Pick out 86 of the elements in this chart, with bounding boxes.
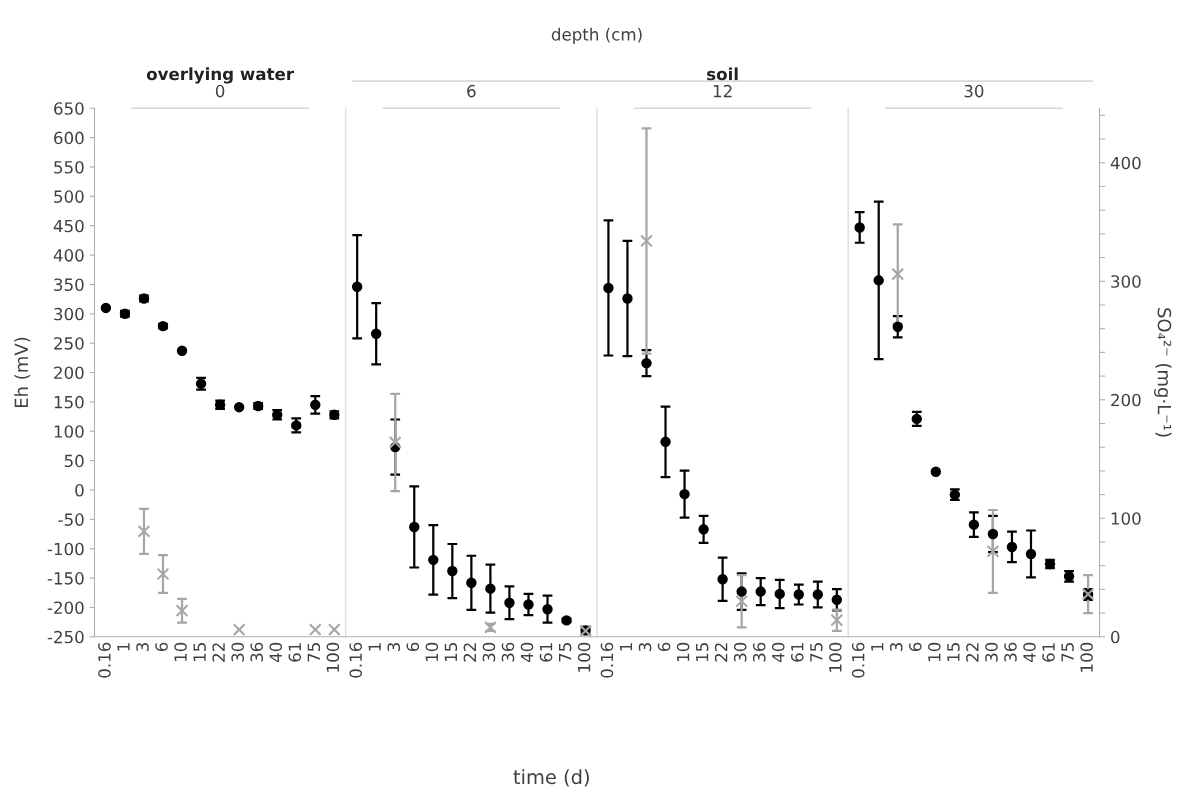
- y-tick-label: 250: [54, 337, 84, 350]
- y-tick-label: -200: [47, 601, 84, 615]
- x-tick-label: 22: [714, 643, 728, 662]
- y2-tick-label: 0: [1111, 630, 1120, 644]
- x-tick-label: 36: [1004, 642, 1017, 662]
- x-tick-label: 0.16: [98, 642, 111, 678]
- y-tick-label: 200: [54, 366, 84, 380]
- x-tick-label: 75: [810, 643, 823, 662]
- x-tick-label: 3: [136, 643, 149, 651]
- x-tick-label: 30: [482, 642, 496, 662]
- chart-title: 12: [713, 84, 732, 98]
- x-tick-label: 1: [619, 643, 633, 651]
- x-tick-label: 36: [250, 642, 264, 662]
- x-tick-label: 3: [889, 643, 903, 651]
- x-tick-label: 6: [155, 642, 168, 652]
- x-tick-label: 15: [696, 643, 709, 662]
- x-tick-label: 30: [733, 642, 747, 662]
- x-tick-label: 10: [174, 642, 187, 662]
- x-tick-label: 0.16: [349, 642, 362, 678]
- x-tick-label: 40: [269, 642, 283, 663]
- x-tick-label: 100: [1080, 642, 1093, 672]
- x-tick-label: 0.16: [600, 642, 614, 678]
- y2-tick-label: 400: [1110, 156, 1141, 170]
- y-tick-label: 50: [64, 454, 84, 468]
- x-tick-label: 6: [909, 642, 922, 652]
- x-tick-label: 15: [947, 643, 960, 662]
- y-tick-label: 400: [53, 249, 84, 262]
- x-tick-label: 15: [444, 643, 458, 662]
- x-tick-label: 22: [463, 643, 476, 662]
- x-tick-label: 10: [676, 642, 690, 662]
- chart-title: 30: [964, 84, 984, 98]
- y-tick-label: -100: [47, 542, 84, 556]
- x-axis-title: time (d): [513, 769, 589, 787]
- x-tick-label: 75: [558, 643, 572, 662]
- x-tick-label: 15: [193, 643, 206, 662]
- x-tick-label: 61: [539, 643, 553, 662]
- y-tick-label: 450: [53, 219, 84, 233]
- x-tick-label: 40: [1023, 642, 1036, 663]
- x-tick-label: 61: [790, 643, 804, 662]
- x-tick-label: 22: [212, 643, 225, 662]
- y-tick-label: 350: [54, 278, 84, 292]
- chart-title: 0: [215, 84, 225, 98]
- x-tick-label: 100: [577, 642, 591, 672]
- text: depth (cm): [551, 27, 642, 44]
- x-tick-label: 6: [657, 642, 671, 652]
- x-tick-label: 61: [288, 643, 302, 662]
- y2-axis-title: SO₄²⁻ (mg·L⁻¹): [1154, 308, 1172, 437]
- y-tick-label: -250: [47, 630, 84, 644]
- text: soil: [707, 67, 738, 81]
- x-tick-label: 61: [1042, 643, 1055, 662]
- chart-title: 6: [467, 84, 476, 98]
- x-tick-label: 36: [752, 642, 766, 662]
- x-tick-label: 1: [117, 643, 130, 651]
- y2-tick-label: 100: [1111, 512, 1141, 525]
- y-tick-label: 300: [54, 307, 84, 321]
- y-tick-label: 650: [54, 102, 84, 115]
- y-tick-label: 0: [75, 483, 84, 497]
- x-tick-label: 0.16: [851, 642, 865, 678]
- y2-tick-label: 300: [1111, 275, 1141, 288]
- x-tick-label: 100: [326, 642, 340, 672]
- y-tick-label: -50: [58, 513, 84, 526]
- x-tick-label: 40: [520, 642, 534, 663]
- x-tick-label: 75: [1061, 643, 1074, 662]
- y-tick-label: 500: [54, 190, 84, 203]
- x-tick-label: 75: [307, 643, 321, 662]
- y-axis-title: Eh (mV): [14, 337, 31, 408]
- y-tick-label: 600: [54, 131, 84, 145]
- y-tick-label: -150: [47, 572, 84, 585]
- x-tick-label: 1: [368, 643, 381, 651]
- x-tick-label: 100: [829, 642, 842, 672]
- y-tick-label: 550: [54, 160, 84, 174]
- x-tick-label: 36: [501, 642, 515, 662]
- x-tick-label: 22: [966, 643, 979, 662]
- y-tick-label: 100: [54, 425, 84, 438]
- x-tick-label: 10: [928, 642, 941, 662]
- y2-tick-label: 200: [1111, 393, 1141, 407]
- text: overlying water: [146, 67, 294, 84]
- x-tick-label: 6: [406, 642, 420, 652]
- x-tick-label: 30: [231, 642, 244, 662]
- y-tick-label: 150: [54, 395, 84, 409]
- x-tick-label: 10: [425, 642, 439, 662]
- x-tick-label: 30: [985, 642, 998, 662]
- x-tick-label: 3: [638, 643, 652, 651]
- x-tick-label: 40: [771, 642, 785, 663]
- x-tick-label: 1: [871, 643, 884, 651]
- x-tick-label: 3: [387, 643, 401, 651]
